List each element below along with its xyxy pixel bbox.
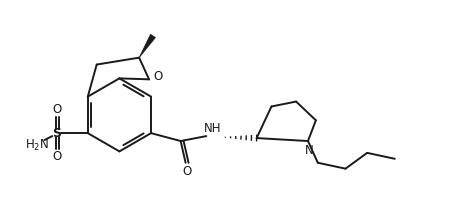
Polygon shape [139,34,155,58]
Text: O: O [182,165,191,178]
Text: N: N [304,144,313,157]
Text: S: S [52,127,61,140]
Text: O: O [153,70,162,83]
Text: NH: NH [203,122,221,135]
Text: O: O [53,150,62,163]
Text: H$_2$N: H$_2$N [24,137,49,152]
Text: O: O [53,103,62,116]
